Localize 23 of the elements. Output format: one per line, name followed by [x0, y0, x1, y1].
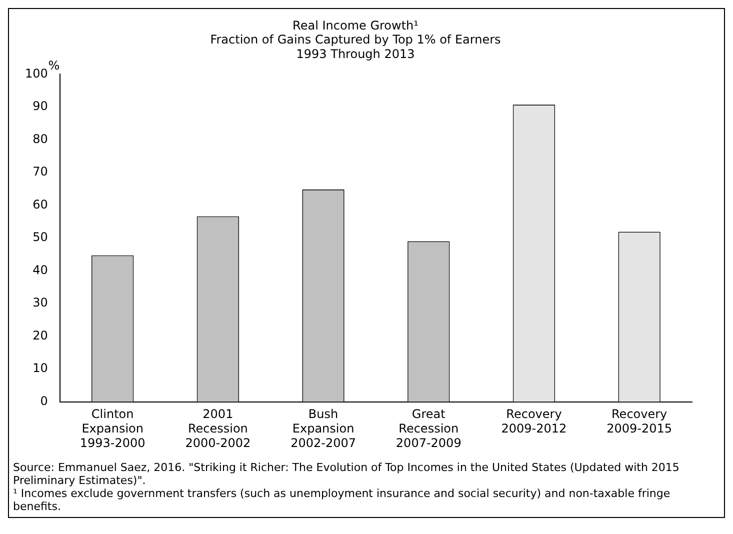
y-tick-label: 20	[32, 328, 48, 342]
text: Real Income Growth¹	[292, 18, 418, 32]
x-tick-label: Recovery 2009-2015	[606, 407, 672, 436]
text: 1993 Through 2013	[296, 47, 415, 62]
y-tick-label: 80	[32, 132, 48, 146]
x-tick-label: Great Recession 2007-2009	[396, 407, 462, 450]
y-tick-label: 30	[32, 296, 48, 310]
y-tick-label: 100	[25, 66, 48, 80]
x-tick-label: Bush Expansion 2002-2007	[290, 407, 356, 450]
source-note: Source: Emmanuel Saez, 2016. "Striking it Richer: The Evolution of Top Incomes in the United States (Updated with 2015 Preliminary Estimates)".	[13, 461, 680, 487]
y-axis-title: %	[48, 58, 60, 72]
y-tick-label: 60	[32, 197, 48, 212]
y-tick-label: 40	[32, 262, 48, 277]
y-tick-label: 70	[32, 164, 48, 179]
y-tick-label: 50	[32, 230, 48, 244]
text: ¹ Incomes exclude government transfers (such as unemployment insurance and social security) and non-taxable fringe benefits.	[13, 487, 672, 513]
x-tick-label: Recovery 2009-2012	[501, 407, 567, 436]
x-tick-label: Clinton Expansion 1993-2000	[80, 407, 146, 450]
y-tick-label: 0	[40, 394, 48, 408]
text: Fraction of Gains Captured by Top 1% of Earners	[210, 32, 501, 47]
y-tick-label: 10	[32, 361, 48, 376]
y-tick-label: 90	[32, 99, 48, 114]
x-tick-label: 2001 Recession 2000-2002	[185, 407, 251, 450]
